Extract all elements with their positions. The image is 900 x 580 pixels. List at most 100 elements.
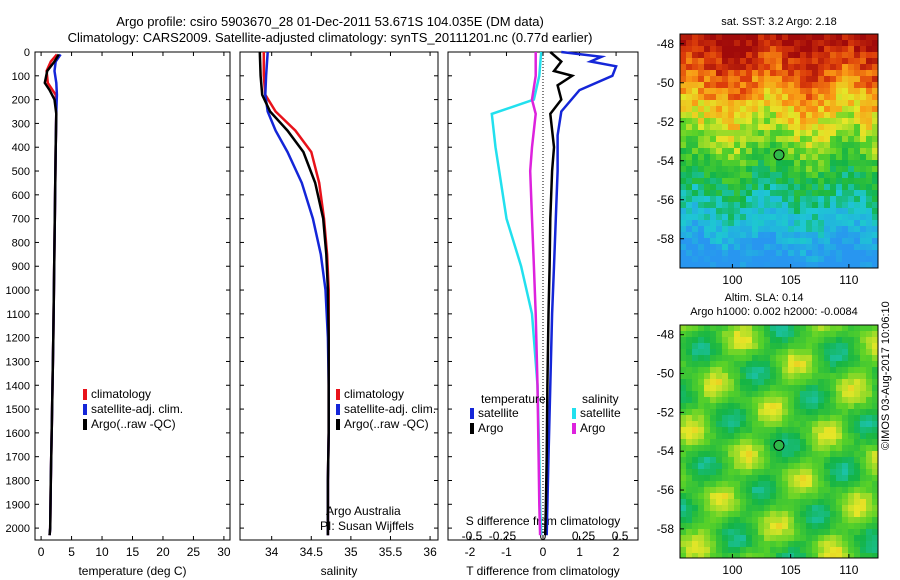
map-cell: [776, 499, 782, 505]
map-cell: [788, 415, 794, 421]
map-cell: [794, 469, 800, 475]
map-cell: [770, 106, 776, 112]
map-cell: [800, 82, 806, 88]
map-cell: [872, 94, 878, 100]
map-cell: [716, 439, 722, 445]
map-cell: [812, 403, 818, 409]
map-cell: [782, 373, 788, 379]
map-cell: [734, 202, 740, 208]
map-cell: [866, 232, 872, 238]
map-cell: [812, 343, 818, 349]
map-cell: [788, 100, 794, 106]
map-cell: [812, 94, 818, 100]
map-cell: [746, 202, 752, 208]
series-line-satellite-adj-clim-: [264, 51, 330, 536]
map-cell: [800, 523, 806, 529]
map-cell: [698, 196, 704, 202]
map-cell: [746, 40, 752, 46]
map-cell: [812, 58, 818, 64]
map-cell: [740, 118, 746, 124]
map-cell: [686, 427, 692, 433]
map-cell: [848, 136, 854, 142]
map-cell: [740, 361, 746, 367]
map-cell: [806, 100, 812, 106]
map-cell: [872, 403, 878, 409]
map-cell: [782, 250, 788, 256]
map-cell: [866, 172, 872, 178]
map-cell: [752, 457, 758, 463]
map-cell: [758, 481, 764, 487]
map-cell: [710, 202, 716, 208]
series-line-satellite: [545, 50, 618, 536]
map-cell: [788, 541, 794, 547]
map-cell: [872, 106, 878, 112]
map-cell: [866, 499, 872, 505]
map-cell: [770, 391, 776, 397]
map-cell: [836, 88, 842, 94]
map-cell: [764, 136, 770, 142]
map-cell: [692, 226, 698, 232]
map-cell: [866, 541, 872, 547]
map-cell: [698, 505, 704, 511]
map-cell: [818, 172, 824, 178]
map-cell: [686, 190, 692, 196]
map-cell: [752, 190, 758, 196]
map-cell: [848, 337, 854, 343]
map-cell: [728, 118, 734, 124]
map-cell: [842, 367, 848, 373]
map-cell: [746, 58, 752, 64]
map-cell: [782, 64, 788, 70]
map-cell: [872, 343, 878, 349]
map-cell: [680, 553, 686, 558]
map-cell: [716, 94, 722, 100]
map-cell: [722, 166, 728, 172]
map-cell: [824, 499, 830, 505]
map-cell: [764, 226, 770, 232]
map-cell: [854, 457, 860, 463]
map-cell: [740, 136, 746, 142]
map-cell: [758, 367, 764, 373]
map-cell: [866, 118, 872, 124]
map-cell: [806, 244, 812, 250]
map-cell: [860, 541, 866, 547]
map-cell: [680, 517, 686, 523]
map-cell: [758, 202, 764, 208]
map-cell: [872, 457, 878, 463]
map-cell: [680, 178, 686, 184]
map-cell: [758, 325, 764, 331]
map-cell: [776, 64, 782, 70]
map-cell: [842, 385, 848, 391]
map-cell: [848, 457, 854, 463]
map-cell: [722, 208, 728, 214]
map-cell: [866, 196, 872, 202]
map-cell: [704, 343, 710, 349]
map-cell: [800, 493, 806, 499]
map-cell: [806, 124, 812, 130]
map-cell: [854, 178, 860, 184]
map-cell: [770, 547, 776, 553]
map-cell: [860, 124, 866, 130]
map-cell: [734, 475, 740, 481]
map-cell: [704, 124, 710, 130]
map-cell: [728, 178, 734, 184]
map-cell: [722, 385, 728, 391]
map-cell: [848, 475, 854, 481]
legend-label: climatology: [344, 387, 404, 401]
map-y-tick-label: -58: [657, 522, 675, 536]
map-cell: [788, 397, 794, 403]
map-cell: [686, 439, 692, 445]
map-cell: [854, 433, 860, 439]
map-cell: [872, 58, 878, 64]
map-cell: [764, 451, 770, 457]
map-cell: [806, 349, 812, 355]
map-cell: [788, 184, 794, 190]
map-cell: [776, 112, 782, 118]
map-cell: [740, 256, 746, 262]
map-cell: [794, 529, 800, 535]
map-cell: [692, 439, 698, 445]
map-cell: [860, 523, 866, 529]
map-cell: [830, 523, 836, 529]
map-cell: [860, 535, 866, 541]
map-cell: [830, 451, 836, 457]
map-cell: [806, 70, 812, 76]
